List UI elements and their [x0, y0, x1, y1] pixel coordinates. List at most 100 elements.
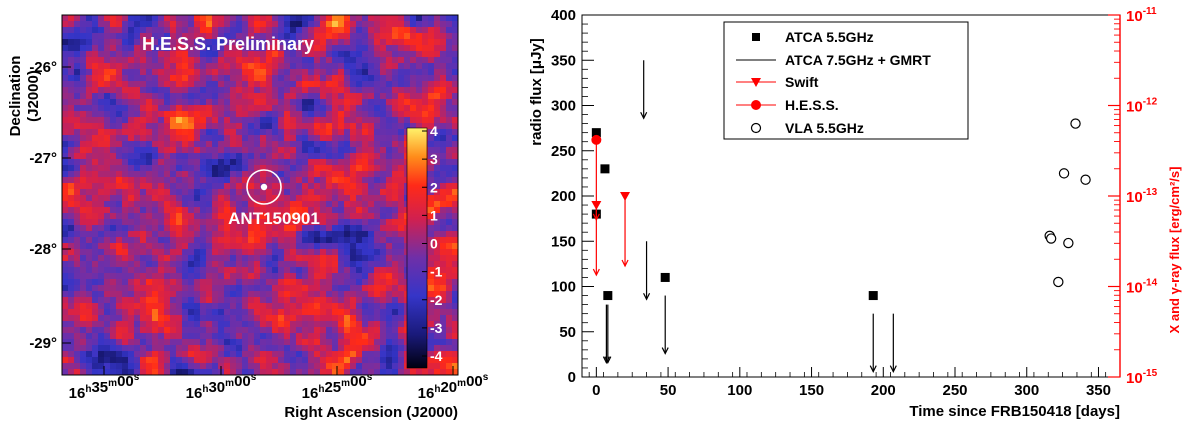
map-pixel: [374, 243, 381, 250]
map-pixel: [134, 315, 141, 322]
map-pixel: [284, 303, 291, 310]
map-pixel: [86, 279, 93, 286]
map-pixel: [122, 21, 129, 28]
map-pixel: [194, 297, 201, 304]
map-pixel: [404, 87, 411, 94]
map-pixel: [320, 39, 327, 46]
map-pixel: [104, 123, 111, 130]
map-pixel: [452, 63, 458, 70]
map-pixel: [362, 87, 369, 94]
map-pixel: [362, 345, 369, 352]
map-pixel: [380, 363, 387, 370]
map-pixel: [206, 117, 213, 124]
map-pixel: [98, 111, 105, 118]
map-pixel: [380, 225, 387, 232]
map-pixel: [308, 45, 315, 52]
map-pixel: [242, 39, 249, 46]
map-pixel: [266, 195, 273, 202]
map-pixel: [230, 93, 237, 100]
map-pixel: [446, 369, 453, 375]
map-pixel: [350, 171, 357, 178]
map-pixel: [386, 15, 393, 22]
map-pixel: [326, 117, 333, 124]
map-pixel: [344, 15, 351, 22]
map-pixel: [308, 207, 315, 214]
map-pixel: [110, 15, 117, 22]
map-pixel: [122, 129, 129, 136]
map-pixel: [362, 15, 369, 22]
map-pixel: [242, 27, 249, 34]
map-pixel: [434, 177, 441, 184]
map-pixel: [284, 285, 291, 292]
map-pixel: [446, 69, 453, 76]
map-pixel: [254, 27, 261, 34]
map-pixel: [104, 237, 111, 244]
map-pixel: [134, 363, 141, 370]
map-pixel: [260, 195, 267, 202]
map-pixel: [362, 243, 369, 250]
map-pixel: [248, 351, 255, 358]
map-pixel: [86, 117, 93, 124]
map-pixel: [188, 237, 195, 244]
map-pixel: [128, 69, 135, 76]
map-pixel: [278, 15, 285, 22]
map-pixel: [194, 21, 201, 28]
map-pixel: [386, 237, 393, 244]
map-pixel: [332, 339, 339, 346]
map-pixel: [428, 57, 435, 64]
map-pixel: [434, 321, 441, 328]
map-pixel: [122, 243, 129, 250]
map-pixel: [356, 219, 363, 226]
map-pixel: [236, 279, 243, 286]
map-pixel: [206, 201, 213, 208]
map-pixel: [314, 123, 321, 130]
map-pixel: [218, 45, 225, 52]
map-pixel: [344, 57, 351, 64]
map-pixel: [242, 33, 249, 40]
map-pixel: [146, 39, 153, 46]
colorbar-tick-label: -2: [430, 292, 443, 308]
map-pixel: [380, 279, 387, 286]
map-pixel: [356, 201, 363, 208]
map-pixel: [362, 165, 369, 172]
map-pixel: [92, 303, 99, 310]
map-pixel: [176, 51, 183, 58]
map-pixel: [308, 75, 315, 82]
map-pixel: [386, 369, 393, 375]
map-pixel: [236, 153, 243, 160]
map-pixel: [170, 51, 177, 58]
map-pixel: [434, 87, 441, 94]
map-pixel: [104, 297, 111, 304]
map-pixel: [338, 159, 345, 166]
map-pixel: [428, 333, 435, 340]
map-pixel: [290, 81, 297, 88]
map-pixel: [236, 141, 243, 148]
map-pixel: [428, 237, 435, 244]
map-pixel: [386, 327, 393, 334]
map-pixel: [296, 123, 303, 130]
map-pixel: [92, 363, 99, 370]
map-pixel: [344, 357, 351, 364]
map-pixel: [104, 267, 111, 274]
map-pixel: [68, 363, 75, 370]
map-pixel: [122, 261, 129, 268]
map-pixel: [230, 351, 237, 358]
map-pixel: [404, 123, 411, 130]
map-pixel: [188, 291, 195, 298]
map-pixel: [434, 303, 441, 310]
map-pixel: [212, 249, 219, 256]
map-pixel: [410, 105, 417, 112]
map-pixel: [254, 195, 261, 202]
map-pixel: [314, 369, 321, 375]
map-pixel: [62, 51, 69, 58]
map-pixel: [296, 153, 303, 160]
map-pixel: [332, 171, 339, 178]
map-pixel: [314, 273, 321, 280]
map-pixel: [392, 255, 399, 262]
map-pixel: [200, 171, 207, 178]
map-pixel: [146, 369, 153, 375]
map-pixel: [248, 165, 255, 172]
map-pixel: [302, 135, 309, 142]
map-pixel: [212, 75, 219, 82]
map-pixel: [290, 237, 297, 244]
